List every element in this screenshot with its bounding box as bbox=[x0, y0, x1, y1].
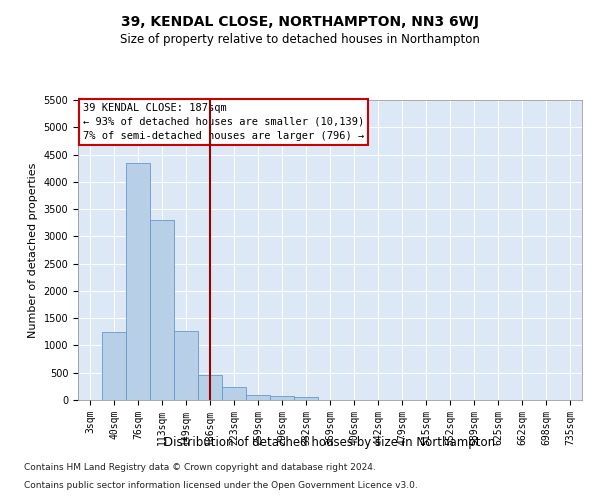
Text: Contains HM Land Registry data © Crown copyright and database right 2024.: Contains HM Land Registry data © Crown c… bbox=[24, 464, 376, 472]
Text: Contains public sector information licensed under the Open Government Licence v3: Contains public sector information licen… bbox=[24, 481, 418, 490]
Bar bbox=[246, 394, 270, 400]
Bar bbox=[174, 330, 198, 400]
Bar bbox=[294, 398, 318, 400]
Bar bbox=[126, 162, 150, 400]
Bar bbox=[150, 220, 174, 400]
Y-axis label: Number of detached properties: Number of detached properties bbox=[28, 162, 38, 338]
Text: 39, KENDAL CLOSE, NORTHAMPTON, NN3 6WJ: 39, KENDAL CLOSE, NORTHAMPTON, NN3 6WJ bbox=[121, 15, 479, 29]
Bar bbox=[102, 332, 126, 400]
Text: 39 KENDAL CLOSE: 187sqm
← 93% of detached houses are smaller (10,139)
7% of semi: 39 KENDAL CLOSE: 187sqm ← 93% of detache… bbox=[83, 103, 364, 141]
Text: Distribution of detached houses by size in Northampton: Distribution of detached houses by size … bbox=[164, 436, 496, 449]
Text: Size of property relative to detached houses in Northampton: Size of property relative to detached ho… bbox=[120, 32, 480, 46]
Bar bbox=[198, 376, 222, 400]
Bar bbox=[222, 388, 246, 400]
Bar bbox=[270, 396, 294, 400]
